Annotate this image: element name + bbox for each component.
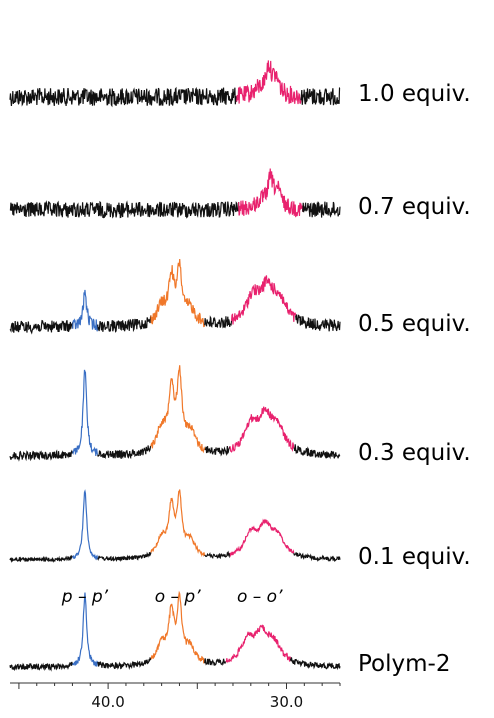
peak-p-p-segment — [72, 369, 99, 456]
peak-label-op: o – p’ — [155, 587, 201, 607]
baseline-segment — [9, 554, 74, 564]
peak-o-p-segment — [150, 590, 206, 664]
peak-o-o-segment — [236, 60, 302, 105]
trace-label: 1.0 equiv. — [358, 81, 471, 107]
spectrum-trace — [9, 60, 341, 108]
spectrum-trace — [9, 590, 341, 672]
peak-p-p-segment — [72, 489, 99, 561]
baseline-segment — [300, 87, 341, 106]
spectrum-trace — [9, 259, 341, 335]
baseline-segment — [204, 315, 233, 329]
x-axis: 40.0 30.0 — [10, 682, 341, 711]
peak-o-p-segment — [150, 365, 206, 454]
spectrum-trace — [9, 168, 341, 219]
baseline-segment — [204, 658, 226, 666]
peak-o-o-segment — [230, 275, 297, 325]
baseline-segment — [293, 552, 341, 563]
trace-label: 0.7 equiv. — [358, 194, 471, 220]
spectrum-trace — [9, 489, 341, 564]
peak-p-p-segment — [72, 289, 99, 332]
baseline-segment — [97, 656, 152, 670]
peak-o-o-segment — [229, 518, 295, 558]
trace-labels: 1.0 equiv. 0.7 equiv. 0.5 equiv. 0.3 equiv.… — [358, 81, 471, 677]
peak-p-p-segment — [72, 592, 99, 667]
trace-label: 0.5 equiv. — [358, 311, 471, 337]
peak-labels: p – p’ o – p’ o – o’ — [61, 587, 283, 607]
peak-label-oo: o – o’ — [237, 587, 283, 607]
baseline-segment — [289, 657, 341, 671]
x-tick-label: 40.0 — [91, 693, 124, 711]
trace-label: Polym-2 — [358, 651, 450, 677]
baseline-segment — [9, 319, 74, 335]
x-tick-label: 30.0 — [270, 693, 303, 711]
baseline-segment — [97, 315, 152, 333]
spectrum-trace — [9, 365, 341, 462]
baseline-segment — [97, 445, 152, 460]
baseline-segment — [204, 446, 231, 457]
peak-label-pp: p – p’ — [61, 587, 109, 607]
baseline-segment — [302, 200, 341, 218]
peak-o-o-segment — [238, 168, 304, 218]
baseline-segment — [9, 661, 74, 672]
baseline-segment — [295, 314, 341, 332]
trace-label: 0.1 equiv. — [358, 544, 471, 570]
trace-label: 0.3 equiv. — [358, 440, 471, 466]
baseline-segment — [97, 551, 152, 563]
baseline-segment — [9, 200, 240, 219]
peak-o-p-segment — [150, 259, 206, 328]
peak-o-o-segment — [229, 406, 295, 453]
baseline-segment — [9, 449, 74, 462]
peak-o-p-segment — [150, 489, 206, 558]
spectra-traces — [9, 60, 341, 672]
peak-o-o-segment — [225, 624, 292, 664]
baseline-segment — [293, 444, 341, 460]
baseline-segment — [9, 86, 238, 108]
baseline-segment — [204, 550, 231, 560]
